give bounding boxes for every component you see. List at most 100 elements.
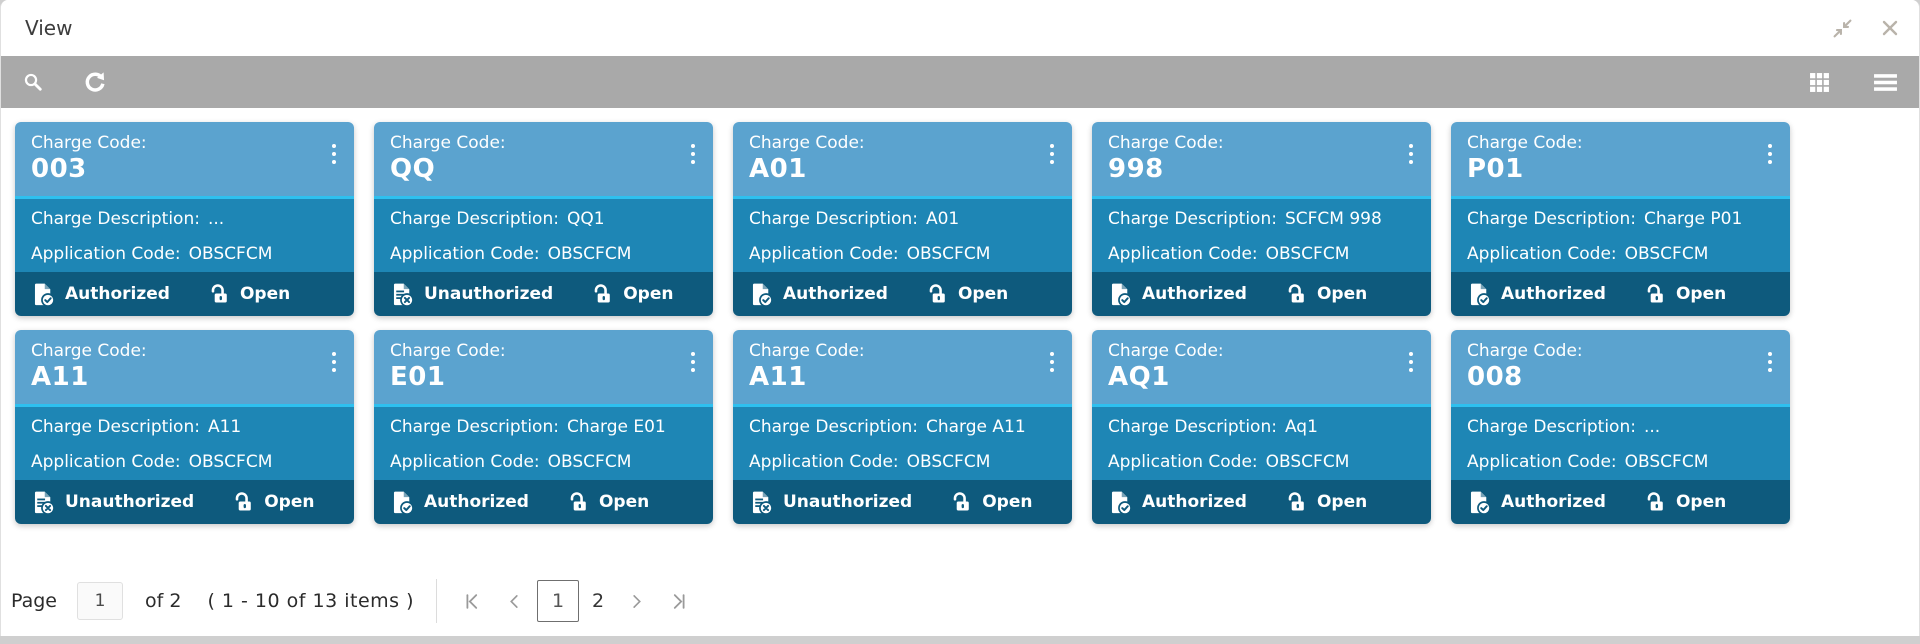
collapse-icon[interactable] bbox=[1831, 17, 1853, 39]
kebab-menu-icon[interactable] bbox=[687, 348, 699, 376]
record-status: Open bbox=[1285, 491, 1367, 514]
card-footer: Authorized Open bbox=[733, 272, 1072, 316]
authorization-status-label: Authorized bbox=[424, 492, 529, 512]
authorized-doc-check-icon bbox=[1470, 491, 1491, 515]
card-footer: Authorized Open bbox=[15, 272, 354, 316]
charge-description-value: QQ1 bbox=[566, 209, 605, 229]
search-icon[interactable] bbox=[13, 62, 53, 102]
card-footer: Authorized Open bbox=[1092, 272, 1431, 316]
list-view-icon[interactable] bbox=[1865, 62, 1905, 102]
charge-card[interactable]: Charge Code: A01 Charge Description: A01 … bbox=[733, 122, 1072, 316]
authorization-status-label: Unauthorized bbox=[424, 284, 554, 304]
open-lock-icon bbox=[235, 491, 251, 511]
record-status: Open bbox=[208, 283, 290, 306]
card-divider bbox=[733, 404, 1072, 407]
card-header: Charge Code: AQ1 bbox=[1092, 330, 1431, 404]
kebab-menu-icon[interactable] bbox=[1405, 140, 1417, 168]
charge-card[interactable]: Charge Code: E01 Charge Description: Char… bbox=[374, 330, 713, 524]
charge-code-value: E01 bbox=[390, 362, 446, 392]
refresh-icon[interactable] bbox=[75, 62, 115, 102]
card-body: Charge Description: A11 Application Code:… bbox=[15, 407, 354, 480]
authorization-status: Unauthorized bbox=[31, 490, 194, 515]
authorization-status: Authorized bbox=[1108, 282, 1247, 307]
charge-code-value: QQ bbox=[390, 154, 436, 184]
application-code-value: OBSCFCM bbox=[188, 452, 273, 472]
charge-description-label: Charge Description: bbox=[1467, 209, 1636, 229]
charge-code-label: Charge Code: bbox=[390, 133, 506, 153]
kebab-menu-icon[interactable] bbox=[687, 140, 699, 168]
kebab-menu-icon[interactable] bbox=[1764, 140, 1776, 168]
charge-description-value: A01 bbox=[925, 209, 960, 229]
application-code-value: OBSCFCM bbox=[547, 452, 632, 472]
authorization-status: Authorized bbox=[1108, 490, 1247, 515]
record-status-label: Open bbox=[598, 492, 650, 512]
grid-view-icon[interactable] bbox=[1799, 62, 1839, 102]
charge-description-label: Charge Description: bbox=[1108, 209, 1277, 229]
open-lock-icon bbox=[1647, 283, 1663, 303]
kebab-menu-icon[interactable] bbox=[328, 348, 340, 376]
first-page-button[interactable] bbox=[451, 580, 493, 622]
card-body: Charge Description:... Application Code:… bbox=[15, 199, 354, 272]
application-code-label: Application Code: bbox=[1467, 452, 1617, 472]
card-header: Charge Code: 008 bbox=[1451, 330, 1790, 404]
card-divider bbox=[1092, 404, 1431, 407]
charge-description-label: Charge Description: bbox=[749, 209, 918, 229]
next-page-button[interactable] bbox=[615, 580, 657, 622]
open-lock-icon bbox=[211, 283, 227, 303]
authorization-status-label: Authorized bbox=[1142, 492, 1247, 512]
page-button-2[interactable]: 2 bbox=[591, 590, 605, 612]
charge-card[interactable]: Charge Code: QQ Charge Description: QQ1 A… bbox=[374, 122, 713, 316]
kebab-menu-icon[interactable] bbox=[1405, 348, 1417, 376]
application-code-label: Application Code: bbox=[1467, 244, 1617, 264]
application-code-label: Application Code: bbox=[1108, 244, 1258, 264]
record-status: Open bbox=[1644, 491, 1726, 514]
card-body: Charge Description: Aq1 Application Code:… bbox=[1092, 407, 1431, 480]
authorization-status-label: Unauthorized bbox=[783, 492, 913, 512]
items-range-text: ( 1 - 10 of 13 items ) bbox=[207, 590, 414, 612]
application-code-label: Application Code: bbox=[390, 452, 540, 472]
charge-card[interactable]: Charge Code: 998 Charge Description: SCFC… bbox=[1092, 122, 1431, 316]
card-header: Charge Code: A11 bbox=[733, 330, 1072, 404]
charge-card[interactable]: Charge Code: 008 Charge Description:... … bbox=[1451, 330, 1790, 524]
kebab-menu-icon[interactable] bbox=[328, 140, 340, 168]
record-status: Open bbox=[591, 283, 673, 306]
card-body: Charge Description: Charge A11 Applicatio… bbox=[733, 407, 1072, 480]
application-code-label: Application Code: bbox=[1108, 452, 1258, 472]
page-number-input[interactable] bbox=[77, 582, 123, 620]
close-icon[interactable] bbox=[1879, 17, 1901, 39]
card-header: Charge Code: A11 bbox=[15, 330, 354, 404]
card-divider bbox=[1451, 404, 1790, 407]
authorization-status-label: Authorized bbox=[783, 284, 888, 304]
record-status: Open bbox=[926, 283, 1008, 306]
record-status-label: Open bbox=[1316, 492, 1368, 512]
charge-card[interactable]: Charge Code: A11 Charge Description: A11 … bbox=[15, 330, 354, 524]
record-status-label: Open bbox=[982, 492, 1033, 512]
previous-page-button[interactable] bbox=[493, 580, 535, 622]
charge-description-label: Charge Description: bbox=[31, 417, 200, 437]
charge-card[interactable]: Charge Code: A11 Charge Description: Char… bbox=[733, 330, 1072, 524]
card-divider bbox=[15, 404, 354, 407]
last-page-button[interactable] bbox=[657, 580, 699, 622]
card-header: Charge Code: QQ bbox=[374, 122, 713, 196]
authorization-status-label: Authorized bbox=[1501, 284, 1606, 304]
open-lock-icon bbox=[929, 283, 945, 303]
card-header: Charge Code: P01 bbox=[1451, 122, 1790, 196]
application-code-value: OBSCFCM bbox=[906, 452, 991, 472]
card-body: Charge Description: QQ1 Application Code:… bbox=[374, 199, 713, 272]
page-button-1[interactable]: 1 bbox=[537, 580, 579, 622]
kebab-menu-icon[interactable] bbox=[1046, 140, 1058, 168]
card-divider bbox=[374, 196, 713, 199]
charge-description-value: Aq1 bbox=[1284, 417, 1318, 437]
charge-code-label: Charge Code: bbox=[749, 341, 865, 361]
charge-card[interactable]: Charge Code: 003 Charge Description:... … bbox=[15, 122, 354, 316]
kebab-menu-icon[interactable] bbox=[1046, 348, 1058, 376]
charge-code-value: 008 bbox=[1467, 362, 1523, 392]
charge-card[interactable]: Charge Code: P01 Charge Description: Char… bbox=[1451, 122, 1790, 316]
authorization-status: Authorized bbox=[1467, 490, 1606, 515]
application-code-value: OBSCFCM bbox=[547, 244, 632, 264]
charge-description-value: Charge P01 bbox=[1643, 209, 1743, 229]
authorization-status-label: Unauthorized bbox=[65, 492, 195, 512]
charge-card[interactable]: Charge Code: AQ1 Charge Description: Aq1 … bbox=[1092, 330, 1431, 524]
kebab-menu-icon[interactable] bbox=[1764, 348, 1776, 376]
